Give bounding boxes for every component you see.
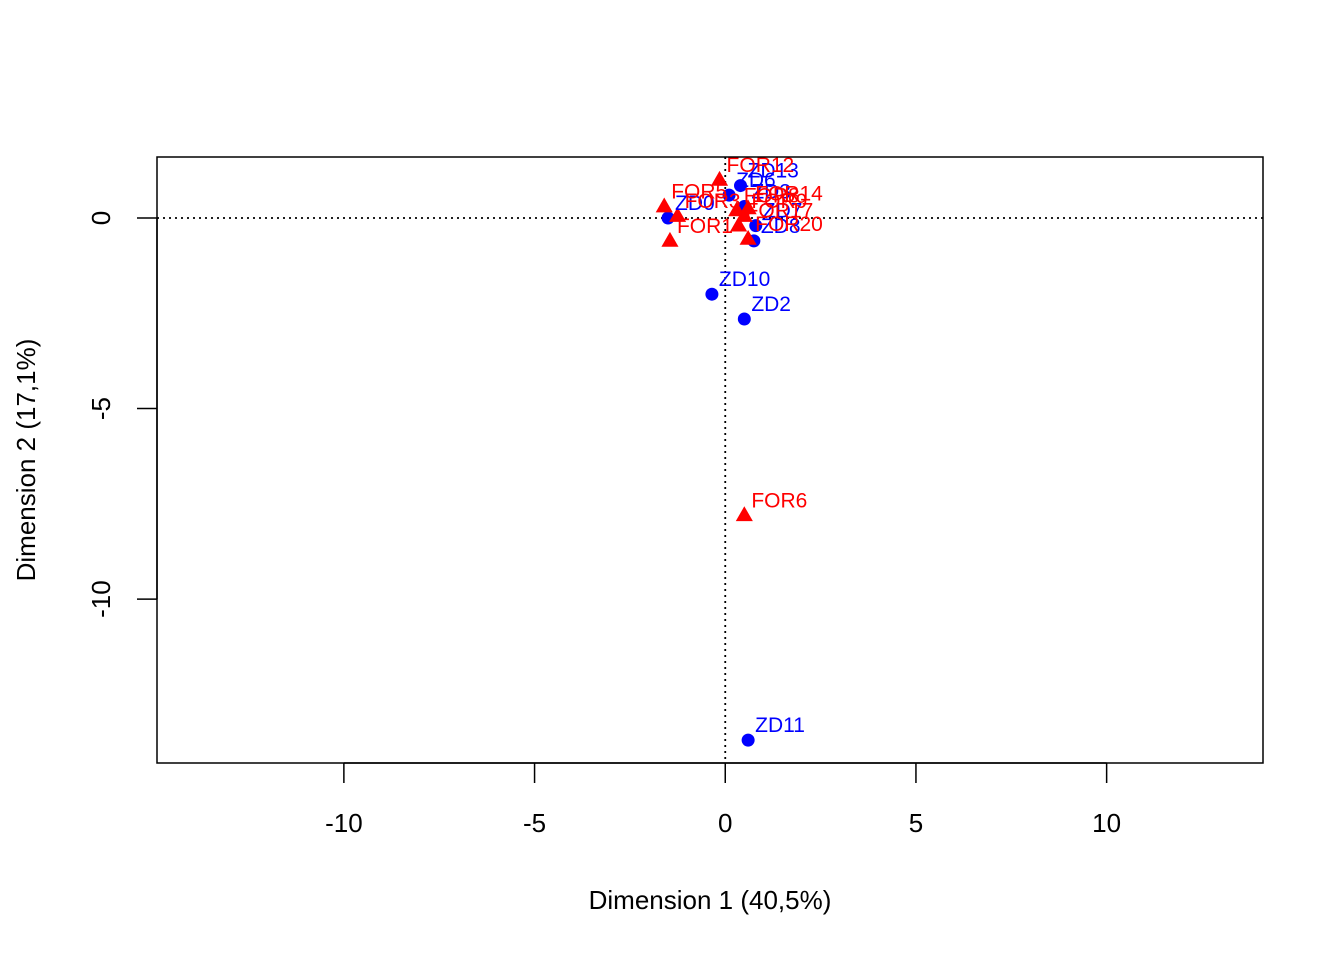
point-label-zd11: ZD11 [755,714,805,737]
point-label-for9: FOR9 [751,190,807,213]
point-zd6 [722,188,736,202]
point-label-zd10: ZD10 [719,268,770,291]
y-tick-label: -5 [86,397,116,420]
point-zd7 [749,219,763,233]
x-axis: -10 -5 0 5 10 [325,762,1121,838]
x-tick-label: -10 [325,808,363,838]
y-tick-label: 0 [86,211,116,225]
point-zd2 [737,312,751,326]
point-label-for14: FOR14 [755,182,823,205]
point-for9 [735,207,753,222]
point-zd11 [741,733,755,747]
x-axis-label: Dimension 1 (40,5%) [589,885,832,915]
point-label-zd7: ZD7 [763,200,803,223]
point-for3 [669,207,687,222]
x-tick-label: -5 [523,808,546,838]
point-label-for8: FOR8 [744,184,800,207]
point-label-for3: FOR3 [685,190,741,213]
point-label-for5: FOR5 [671,181,727,204]
point-label-for6: FOR6 [751,489,807,512]
point-label-zd8: ZD8 [761,215,801,238]
y-axis-label: Dimension 2 (17,1%) [11,339,41,582]
point-label-for20: FOR20 [755,213,823,236]
data-points [655,170,763,747]
point-label-for17: FOR17 [746,200,814,223]
y-axis: -10 -5 0 [86,211,158,618]
point-for5 [655,197,673,213]
point-label-zd13: ZD13 [748,160,799,183]
point-zd10 [705,287,719,301]
y-tick-label: -10 [86,580,116,618]
point-label-zd0: ZD0 [675,192,715,215]
point-for6 [735,506,753,522]
point-label-zd3: ZD3 [751,181,791,204]
point-zd13 [734,179,748,193]
point-label-zd2: ZD2 [751,293,791,316]
x-tick-label: 10 [1092,808,1121,838]
point-label-for12: FOR12 [727,154,795,177]
point-for20 [739,229,757,245]
point-label-zd6: ZD6 [736,169,776,192]
point-for1 [661,231,679,247]
x-tick-label: 5 [909,808,923,838]
point-for17 [730,216,748,232]
plot-frame [156,156,1264,764]
point-for12 [710,170,729,186]
point-label-for1: FOR1 [677,215,733,238]
reference-lines [157,157,1263,763]
x-tick-label: 0 [718,808,732,838]
